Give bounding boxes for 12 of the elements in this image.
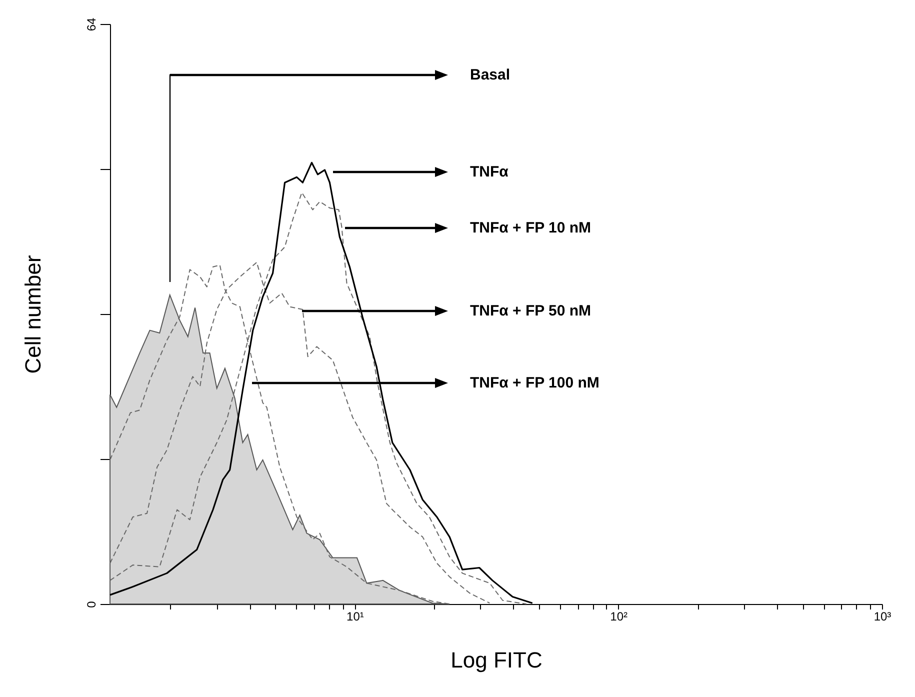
- y-tick-label: 0: [84, 600, 98, 608]
- annotation: TNFα: [470, 164, 510, 180]
- x-tick-label: 10³: [874, 610, 892, 624]
- annotation: Basal: [470, 66, 510, 84]
- y-tick-label: 64: [84, 18, 98, 32]
- annotation: TNFα + FP 100 nM: [470, 374, 600, 392]
- x-tick-label: 10²: [610, 610, 628, 624]
- y-axis-title: Cell number: [20, 255, 46, 374]
- x-axis-title: Log FITC: [450, 648, 542, 672]
- annotation: TNFα + FP 50 nM: [470, 302, 592, 320]
- annotation: TNFα + FP 10 nM: [470, 220, 592, 236]
- x-tick-label: 10¹: [346, 610, 364, 624]
